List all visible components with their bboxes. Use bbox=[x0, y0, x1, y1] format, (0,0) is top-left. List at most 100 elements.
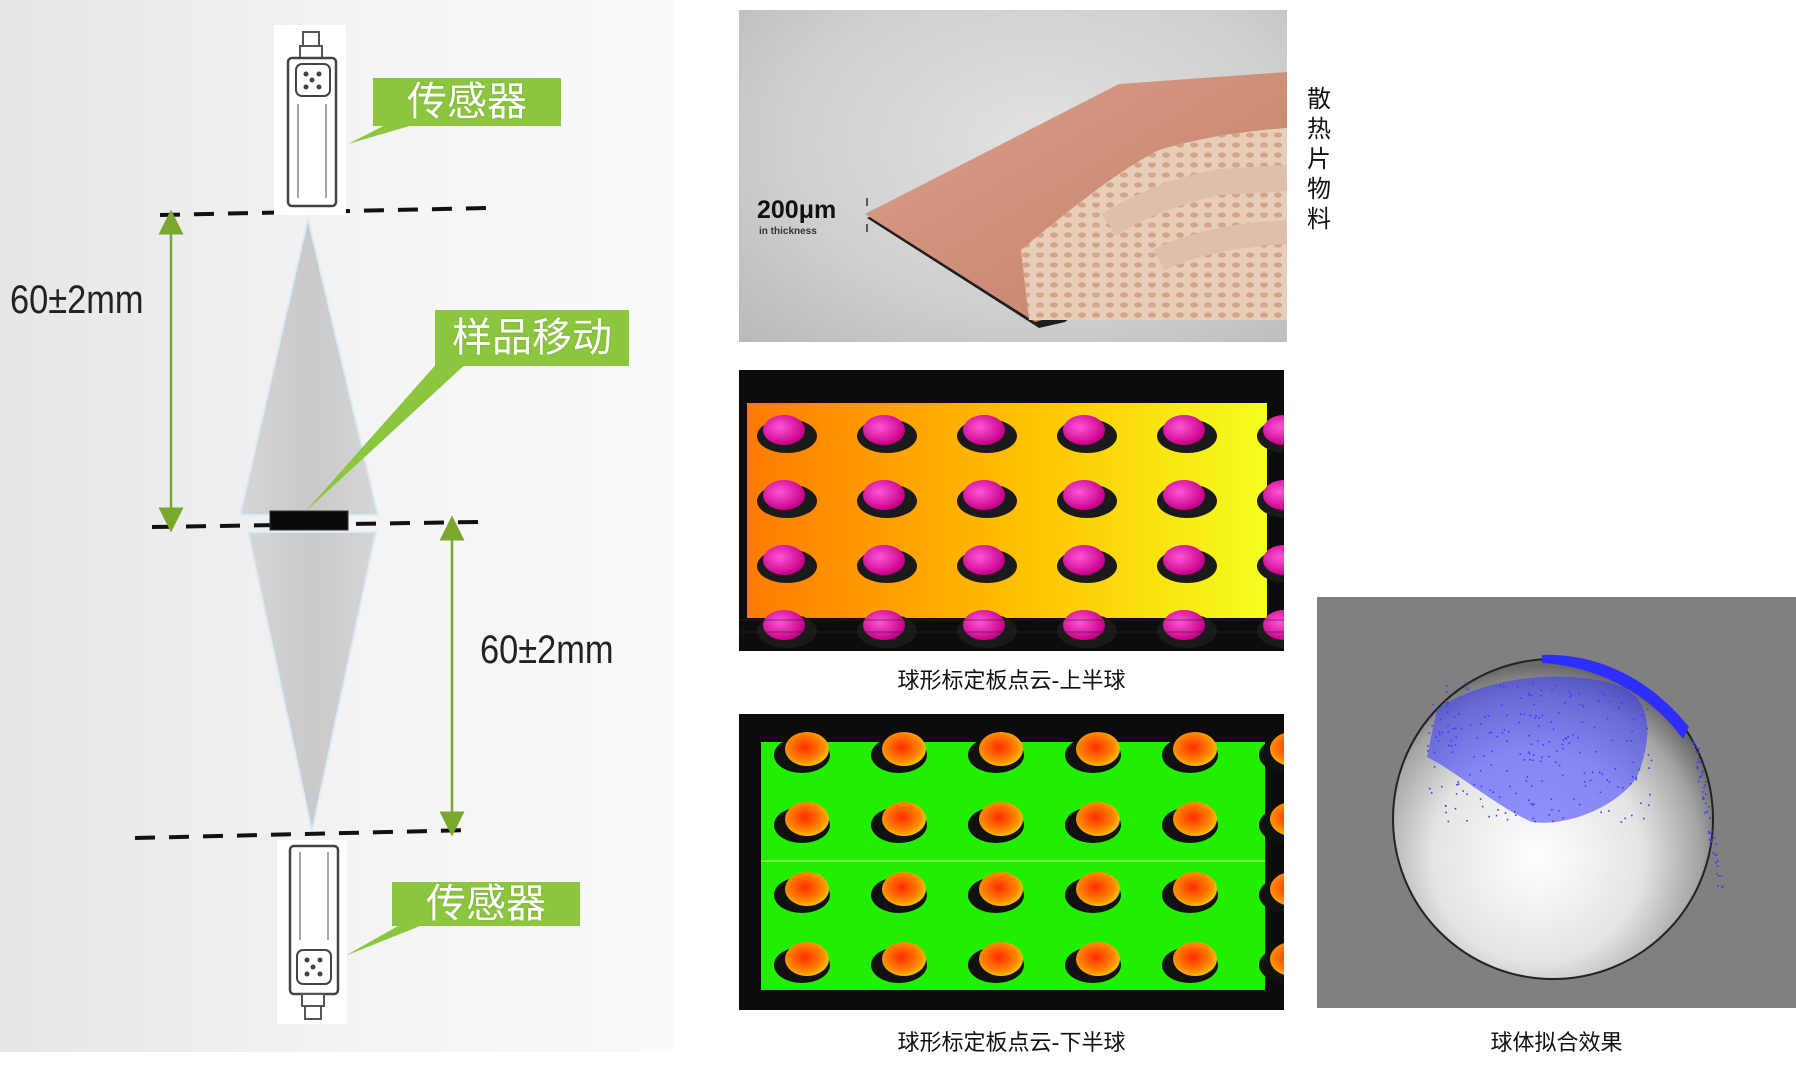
sphere-point bbox=[1482, 755, 1485, 757]
sphere-point bbox=[1706, 811, 1708, 813]
sphere-point bbox=[1428, 787, 1431, 790]
sphere-point bbox=[1578, 803, 1581, 806]
thickness-note: in thickness bbox=[759, 226, 817, 237]
sphere-point bbox=[1473, 783, 1475, 786]
sphere-point bbox=[1500, 704, 1503, 706]
calibration-ball bbox=[1076, 802, 1120, 836]
sphere-point bbox=[1491, 750, 1493, 752]
sphere-point bbox=[1583, 772, 1586, 775]
sphere-point bbox=[1497, 809, 1499, 811]
sphere-point bbox=[1702, 798, 1704, 800]
sphere-point bbox=[1551, 689, 1553, 691]
sphere-point bbox=[1506, 818, 1509, 821]
sphere-point bbox=[1527, 751, 1530, 754]
sphere-point bbox=[1532, 817, 1535, 819]
sphere-point bbox=[1632, 761, 1635, 764]
calibration-ball bbox=[763, 545, 805, 575]
lower-distance-label: 60±2mm bbox=[480, 628, 614, 672]
sphere-point bbox=[1582, 705, 1585, 708]
sphere-point bbox=[1696, 767, 1699, 770]
sphere-point bbox=[1552, 820, 1554, 823]
sphere-point bbox=[1490, 731, 1493, 733]
sphere-point bbox=[1548, 814, 1551, 816]
calibration-ball bbox=[979, 732, 1023, 766]
sphere-point bbox=[1635, 776, 1638, 779]
sphere-point bbox=[1692, 739, 1694, 742]
sphere-point bbox=[1558, 764, 1561, 767]
sphere-point bbox=[1446, 704, 1449, 707]
sphere-point bbox=[1591, 771, 1594, 774]
sphere-point bbox=[1533, 703, 1536, 706]
sphere-point bbox=[1692, 742, 1695, 745]
sphere-point bbox=[1634, 696, 1636, 699]
calibration-ball bbox=[1076, 732, 1120, 766]
sphere-point bbox=[1432, 703, 1435, 706]
sphere-point bbox=[1539, 760, 1542, 763]
sphere-point bbox=[1646, 708, 1649, 711]
sphere-point bbox=[1708, 839, 1711, 841]
sphere-point bbox=[1595, 750, 1598, 753]
sphere-point bbox=[1562, 817, 1564, 819]
sphere-point bbox=[1532, 754, 1535, 756]
sphere-point bbox=[1466, 793, 1468, 796]
sphere-point bbox=[1708, 805, 1710, 808]
sphere-point bbox=[1531, 759, 1534, 762]
calibration-ball bbox=[1270, 873, 1284, 905]
calibration-ball bbox=[882, 942, 926, 976]
sphere-point bbox=[1716, 865, 1719, 867]
sphere-point bbox=[1720, 875, 1723, 877]
sphere-point bbox=[1597, 700, 1600, 703]
sphere-point bbox=[1538, 717, 1541, 719]
sphere-point bbox=[1717, 885, 1719, 887]
sphere-point bbox=[1515, 792, 1517, 795]
calibration-ball bbox=[979, 942, 1023, 976]
sphere-point bbox=[1528, 734, 1530, 737]
sphere-point bbox=[1715, 843, 1717, 846]
sphere-point bbox=[1554, 761, 1557, 763]
sphere-point bbox=[1458, 713, 1460, 715]
sphere-point bbox=[1526, 775, 1529, 778]
sphere-point bbox=[1450, 739, 1453, 742]
sphere-point bbox=[1620, 702, 1623, 704]
sphere-point bbox=[1516, 686, 1519, 689]
sphere-point bbox=[1438, 733, 1441, 736]
sphere-point bbox=[1528, 752, 1531, 755]
sphere-point bbox=[1642, 817, 1645, 820]
sphere-point bbox=[1519, 697, 1522, 699]
sphere-point bbox=[1638, 768, 1641, 771]
sphere-point bbox=[1484, 716, 1486, 718]
sphere-fit-caption: 球体拟合效果 bbox=[1490, 1031, 1623, 1056]
sphere-point bbox=[1455, 736, 1458, 739]
sphere-point bbox=[1496, 736, 1498, 738]
sphere-point bbox=[1601, 773, 1604, 775]
lower-cloud-svg bbox=[761, 732, 1284, 990]
sphere-point bbox=[1697, 751, 1700, 754]
calibration-ball bbox=[1263, 415, 1284, 445]
sphere-point bbox=[1531, 804, 1534, 806]
sphere-point bbox=[1452, 727, 1455, 730]
sphere-point bbox=[1570, 694, 1573, 696]
sphere-edge-points bbox=[1542, 654, 1689, 739]
sphere-point bbox=[1702, 796, 1704, 799]
upper-cloud-caption: 球形标定板点云-上半球 bbox=[897, 669, 1126, 694]
sphere-point bbox=[1629, 783, 1632, 785]
sphere-point bbox=[1606, 717, 1609, 720]
sphere-point bbox=[1701, 771, 1704, 774]
sphere-point bbox=[1631, 776, 1634, 778]
sphere-point bbox=[1541, 780, 1544, 782]
sphere-point bbox=[1447, 701, 1449, 704]
sphere-point bbox=[1448, 744, 1450, 747]
sphere-point bbox=[1555, 750, 1558, 752]
sphere-point bbox=[1630, 740, 1633, 742]
sphere-point bbox=[1532, 803, 1535, 805]
sphere-point bbox=[1430, 792, 1433, 794]
top-sensor-callout-tail bbox=[348, 120, 430, 144]
sphere-point bbox=[1578, 703, 1581, 706]
lower-cloud-caption: 球形标定板点云-下半球 bbox=[897, 1031, 1126, 1056]
sphere-point bbox=[1647, 754, 1650, 756]
sphere-point bbox=[1600, 811, 1602, 814]
sphere-point bbox=[1709, 817, 1712, 819]
sphere-point bbox=[1488, 815, 1490, 818]
sphere-point bbox=[1567, 735, 1569, 738]
sphere-point bbox=[1649, 793, 1651, 796]
